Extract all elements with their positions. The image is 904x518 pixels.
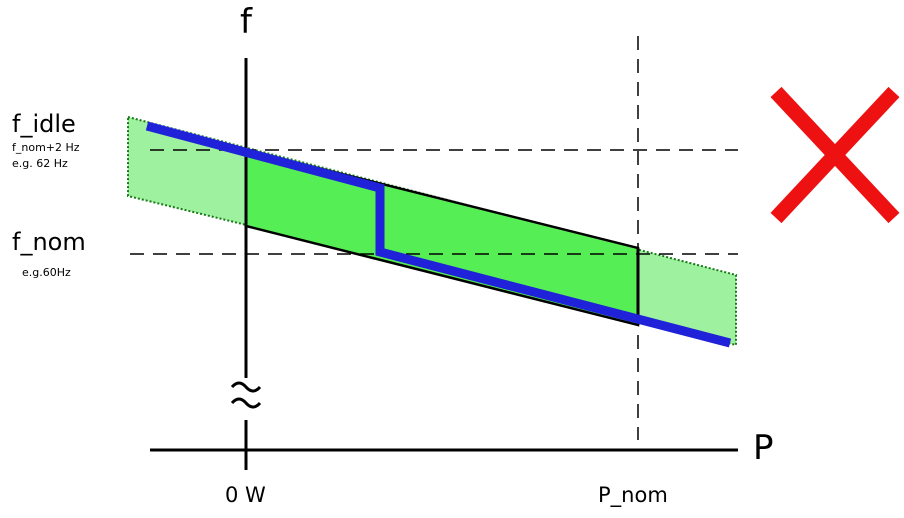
cross-mark-icon (770, 86, 900, 224)
inner-operating-band (244, 148, 640, 327)
f-idle-formula: f_nom+2 Hz (12, 141, 80, 154)
x-tick-zero: 0 W (225, 483, 266, 507)
f-nom-label: f_nom (12, 228, 86, 256)
x-tick-p-nom: P_nom (598, 483, 668, 507)
y-axis-label: f (240, 2, 252, 42)
f-idle-label: f_idle (12, 110, 76, 138)
x-axis-label: P (753, 428, 774, 468)
f-nom-example: e.g.60Hz (22, 266, 71, 279)
f-idle-example: e.g. 62 Hz (12, 157, 68, 170)
droop-curve (145, 121, 732, 348)
axis-break-icon (230, 381, 262, 409)
